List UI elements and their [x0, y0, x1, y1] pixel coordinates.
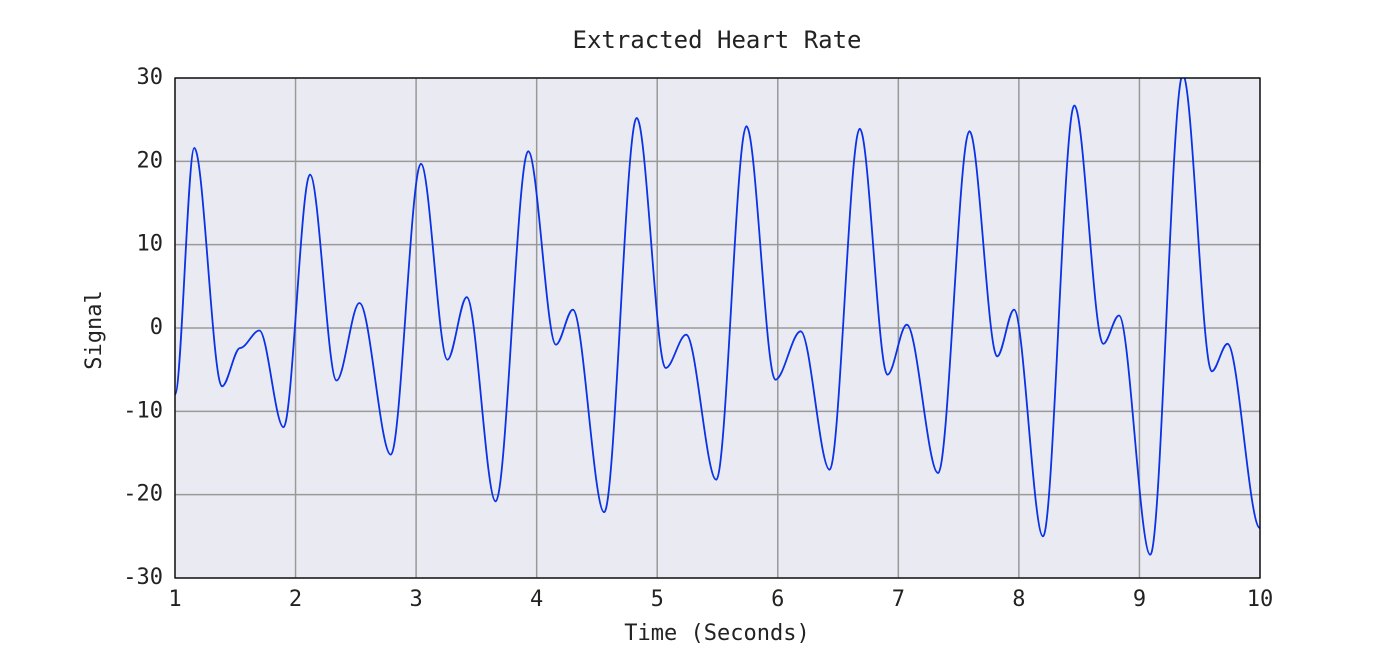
x-tick-label: 7 [892, 587, 905, 612]
y-axis-label: Signal [82, 290, 107, 369]
signal-line [175, 78, 1260, 556]
chart-title: Extracted Heart Rate [573, 26, 862, 54]
y-tick-label: 0 [150, 315, 163, 340]
y-tick-label: 10 [137, 232, 164, 257]
x-tick-label: 5 [651, 587, 664, 612]
x-tick-label: 2 [289, 587, 302, 612]
x-tick-label: 10 [1247, 587, 1274, 612]
y-tick-label: -30 [123, 565, 163, 590]
x-tick-label: 6 [771, 587, 784, 612]
x-tick-label: 9 [1133, 587, 1146, 612]
plot-frame [174, 77, 1261, 579]
y-tick-label: 30 [137, 65, 164, 90]
x-tick-label: 8 [1012, 587, 1025, 612]
y-tick-label: 20 [137, 148, 164, 173]
y-tick-label: -10 [123, 398, 163, 423]
x-axis-label: Time (Seconds) [624, 621, 809, 646]
y-tick-label: -20 [123, 482, 163, 507]
x-tick-label: 4 [530, 587, 543, 612]
x-tick-label: 1 [168, 587, 181, 612]
x-tick-label: 3 [409, 587, 422, 612]
